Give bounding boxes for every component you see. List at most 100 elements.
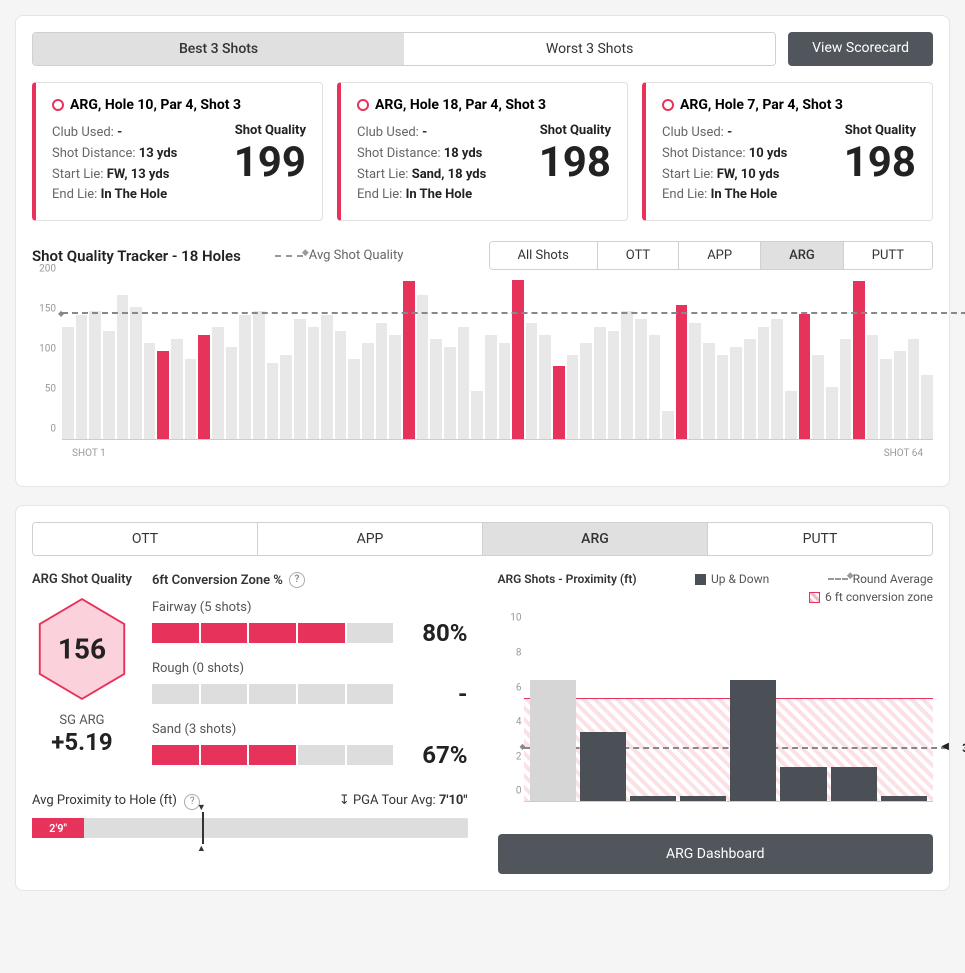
- shot-bar[interactable]: [539, 335, 551, 439]
- prox-bar[interactable]: [730, 680, 776, 801]
- prox-bar[interactable]: [831, 767, 877, 802]
- shot-bar[interactable]: [894, 351, 906, 439]
- shot-bar[interactable]: [117, 295, 129, 439]
- prox-chart-title: ARG Shots - Proximity (ft): [498, 572, 637, 586]
- legend-updown: Up & Down: [695, 572, 769, 586]
- shot-bar[interactable]: [758, 327, 770, 439]
- shot-bar[interactable]: [635, 319, 647, 439]
- shot-bar[interactable]: [840, 339, 852, 439]
- filter-tab-app[interactable]: APP: [678, 242, 760, 269]
- arg-dashboard-button[interactable]: ARG Dashboard: [498, 834, 934, 874]
- shot-quality-chart: 050100150200 ◆ ◀ 156 SHOT 1 SHOT 64: [32, 280, 933, 470]
- sub-tab-ott[interactable]: OTT: [33, 523, 257, 555]
- proximity-slider: 2'9": [32, 818, 468, 838]
- shot-bar[interactable]: [280, 355, 292, 439]
- help-icon[interactable]: ?: [289, 572, 305, 588]
- shot-bar[interactable]: [458, 327, 470, 439]
- shot-bar[interactable]: [867, 335, 879, 439]
- filter-tab-arg[interactable]: ARG: [760, 242, 843, 269]
- shot-bar[interactable]: [212, 327, 224, 439]
- shot-bar[interactable]: [103, 331, 115, 439]
- x-end-label: SHOT 64: [884, 448, 923, 459]
- shot-bar[interactable]: [239, 315, 251, 439]
- shot-bar[interactable]: [389, 335, 401, 439]
- sub-tab-putt[interactable]: PUTT: [707, 523, 932, 555]
- filter-tab-ott[interactable]: OTT: [597, 242, 678, 269]
- shot-bar[interactable]: [771, 319, 783, 439]
- shot-bar[interactable]: [76, 315, 88, 439]
- shot-bar[interactable]: [553, 366, 565, 440]
- shot-bar[interactable]: [744, 339, 756, 439]
- best-shots-tab[interactable]: Best 3 Shots: [33, 33, 404, 65]
- shot-bar[interactable]: [689, 323, 701, 439]
- shot-bar[interactable]: [512, 280, 524, 439]
- prox-bar[interactable]: [881, 796, 927, 801]
- shot-bar[interactable]: [485, 335, 497, 439]
- shot-bar[interactable]: [403, 281, 415, 439]
- prox-bar[interactable]: [630, 796, 676, 801]
- shot-bar[interactable]: [321, 315, 333, 439]
- shot-bar[interactable]: [908, 339, 920, 439]
- shot-bar[interactable]: [157, 351, 169, 439]
- conversion-item: Fairway (5 shots)80%: [152, 600, 468, 647]
- shot-bar[interactable]: [785, 391, 797, 439]
- prox-bar[interactable]: [780, 767, 826, 802]
- shot-bar[interactable]: [362, 343, 374, 439]
- shot-bar[interactable]: [171, 339, 183, 439]
- shot-card: ARG, Hole 18, Par 4, Shot 3 Club Used: -…: [337, 82, 628, 221]
- shot-bar[interactable]: [444, 347, 456, 439]
- view-scorecard-button[interactable]: View Scorecard: [788, 32, 933, 66]
- sub-tab-app[interactable]: APP: [257, 523, 482, 555]
- shot-bar[interactable]: [376, 323, 388, 439]
- shot-bar[interactable]: [308, 327, 320, 439]
- shot-card: ARG, Hole 7, Par 4, Shot 3 Club Used: - …: [642, 82, 933, 221]
- shot-bar[interactable]: [267, 363, 279, 439]
- shot-bar[interactable]: [294, 319, 306, 439]
- prox-bar[interactable]: [530, 680, 576, 801]
- shot-bar[interactable]: [676, 305, 688, 439]
- ring-icon: [662, 99, 674, 111]
- conversion-title: 6ft Conversion Zone % ?: [152, 572, 468, 588]
- shot-bar[interactable]: [880, 359, 892, 439]
- shot-bar[interactable]: [417, 295, 429, 439]
- shot-bar[interactable]: [580, 343, 592, 439]
- shot-bar[interactable]: [226, 347, 238, 439]
- shot-bar[interactable]: [89, 311, 101, 439]
- category-tabs: OTTAPPARGPUTT: [32, 522, 933, 556]
- shot-bar[interactable]: [608, 331, 620, 439]
- shot-bar[interactable]: [730, 347, 742, 439]
- shot-bar[interactable]: [826, 387, 838, 439]
- shot-bar[interactable]: [921, 375, 933, 439]
- worst-shots-tab[interactable]: Worst 3 Shots: [404, 33, 775, 65]
- shot-bar[interactable]: [335, 331, 347, 439]
- shot-bar[interactable]: [144, 343, 156, 439]
- prox-bar[interactable]: [680, 796, 726, 801]
- avg-legend: Avg Shot Quality: [275, 248, 404, 263]
- shot-bar[interactable]: [62, 327, 74, 439]
- filter-tab-all-shots[interactable]: All Shots: [490, 242, 597, 269]
- shot-bar[interactable]: [567, 355, 579, 439]
- filter-tab-putt[interactable]: PUTT: [843, 242, 932, 269]
- shot-bar[interactable]: [853, 281, 865, 439]
- shot-bar[interactable]: [594, 327, 606, 439]
- shot-bar[interactable]: [253, 311, 265, 439]
- shot-bar[interactable]: [717, 355, 729, 439]
- shot-bar[interactable]: [799, 314, 811, 439]
- shot-bar[interactable]: [703, 343, 715, 439]
- shot-bar[interactable]: [526, 323, 538, 439]
- shot-bar[interactable]: [430, 339, 442, 439]
- shot-bar[interactable]: [499, 343, 511, 439]
- shot-bar[interactable]: [649, 335, 661, 439]
- shot-bar[interactable]: [198, 335, 210, 439]
- sub-tab-arg[interactable]: ARG: [482, 523, 707, 555]
- shot-bar[interactable]: [812, 355, 824, 439]
- shot-bar[interactable]: [621, 311, 633, 439]
- tracker-title: Shot Quality Tracker - 18 Holes: [32, 247, 241, 265]
- shot-bar[interactable]: [185, 359, 197, 439]
- shot-bar[interactable]: [471, 391, 483, 439]
- legend-round-avg: Round Average: [828, 572, 933, 586]
- shot-bar[interactable]: [662, 411, 674, 439]
- shot-bar[interactable]: [130, 307, 142, 439]
- shot-bar[interactable]: [348, 359, 360, 439]
- prox-bar[interactable]: [580, 732, 626, 801]
